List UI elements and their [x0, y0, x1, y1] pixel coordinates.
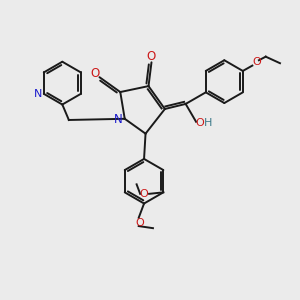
- Text: O: O: [147, 50, 156, 64]
- Text: H: H: [204, 118, 213, 128]
- Text: O: O: [135, 218, 144, 228]
- Text: O: O: [252, 57, 261, 67]
- Text: N: N: [114, 113, 123, 126]
- Text: N: N: [34, 89, 43, 99]
- Text: O: O: [90, 67, 99, 80]
- Text: O: O: [140, 189, 148, 199]
- Text: O: O: [196, 118, 204, 128]
